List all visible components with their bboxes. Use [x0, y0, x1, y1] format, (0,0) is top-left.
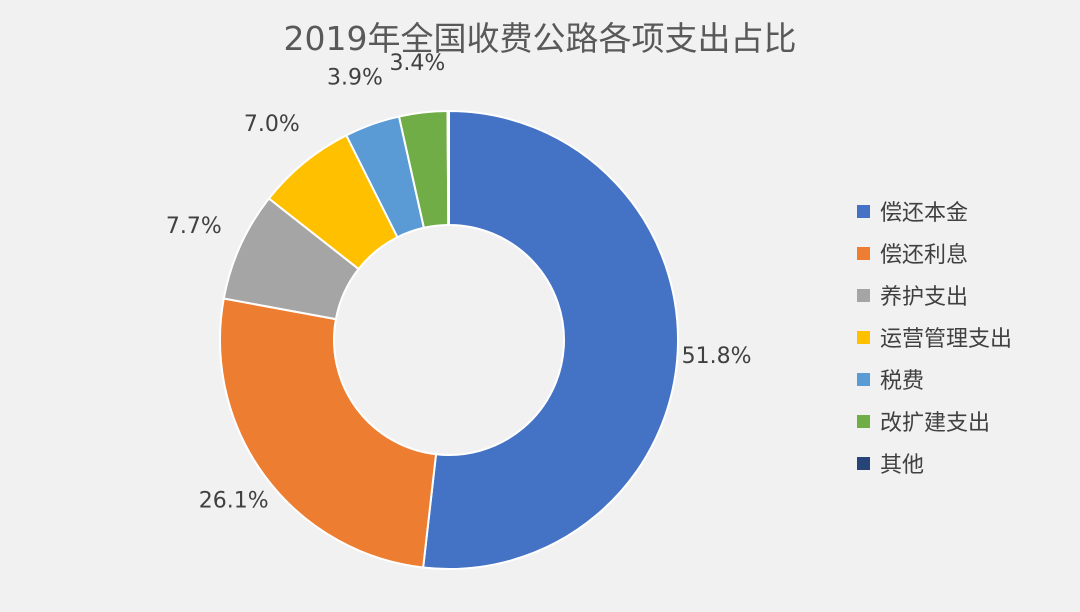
slice-data-label-3: 7.7%	[166, 214, 222, 239]
legend-swatch	[857, 204, 870, 218]
slice-data-label-4: 7.0%	[244, 112, 300, 137]
slice-data-label-6: 3.4%	[389, 51, 445, 76]
chart-title: 2019年全国收费公路各项支出占比	[283, 19, 797, 58]
legend-item-4: 运营管理支出	[857, 316, 1012, 358]
legend-item-3: 养护支出	[857, 274, 1012, 316]
legend-label: 运营管理支出	[880, 327, 1013, 352]
legend-item-5: 税费	[857, 358, 1012, 400]
legend-item-7: 其他	[857, 442, 1012, 484]
slice-data-label-2: 26.1%	[199, 489, 269, 514]
slice-data-label-5: 3.9%	[327, 65, 383, 90]
legend-label: 偿还利息	[880, 243, 969, 268]
donut-slice-2	[219, 297, 438, 569]
slice-data-label-1: 51.8%	[682, 344, 752, 369]
chart-legend: 偿还本金偿还利息养护支出运营管理支出 税费改扩建支出其他	[857, 190, 1012, 484]
legend-swatch	[857, 372, 870, 386]
donut-slice-1	[422, 109, 679, 570]
legend-swatch	[857, 456, 870, 470]
legend-item-1: 偿还本金	[857, 190, 1012, 232]
legend-label: 其他	[880, 453, 925, 478]
legend-swatch	[857, 246, 870, 260]
legend-label: 养护支出	[880, 285, 969, 310]
legend-label: 偿还本金	[880, 201, 969, 226]
legend-item-6: 改扩建支出	[857, 400, 1012, 442]
legend-swatch	[857, 330, 870, 344]
legend-swatch	[857, 414, 870, 428]
donut-slice-7	[446, 109, 450, 227]
legend-swatch	[857, 288, 870, 302]
legend-item-2: 偿还利息	[857, 232, 1012, 274]
legend-label: 税费	[880, 369, 925, 394]
legend-label: 改扩建支出	[880, 411, 991, 436]
